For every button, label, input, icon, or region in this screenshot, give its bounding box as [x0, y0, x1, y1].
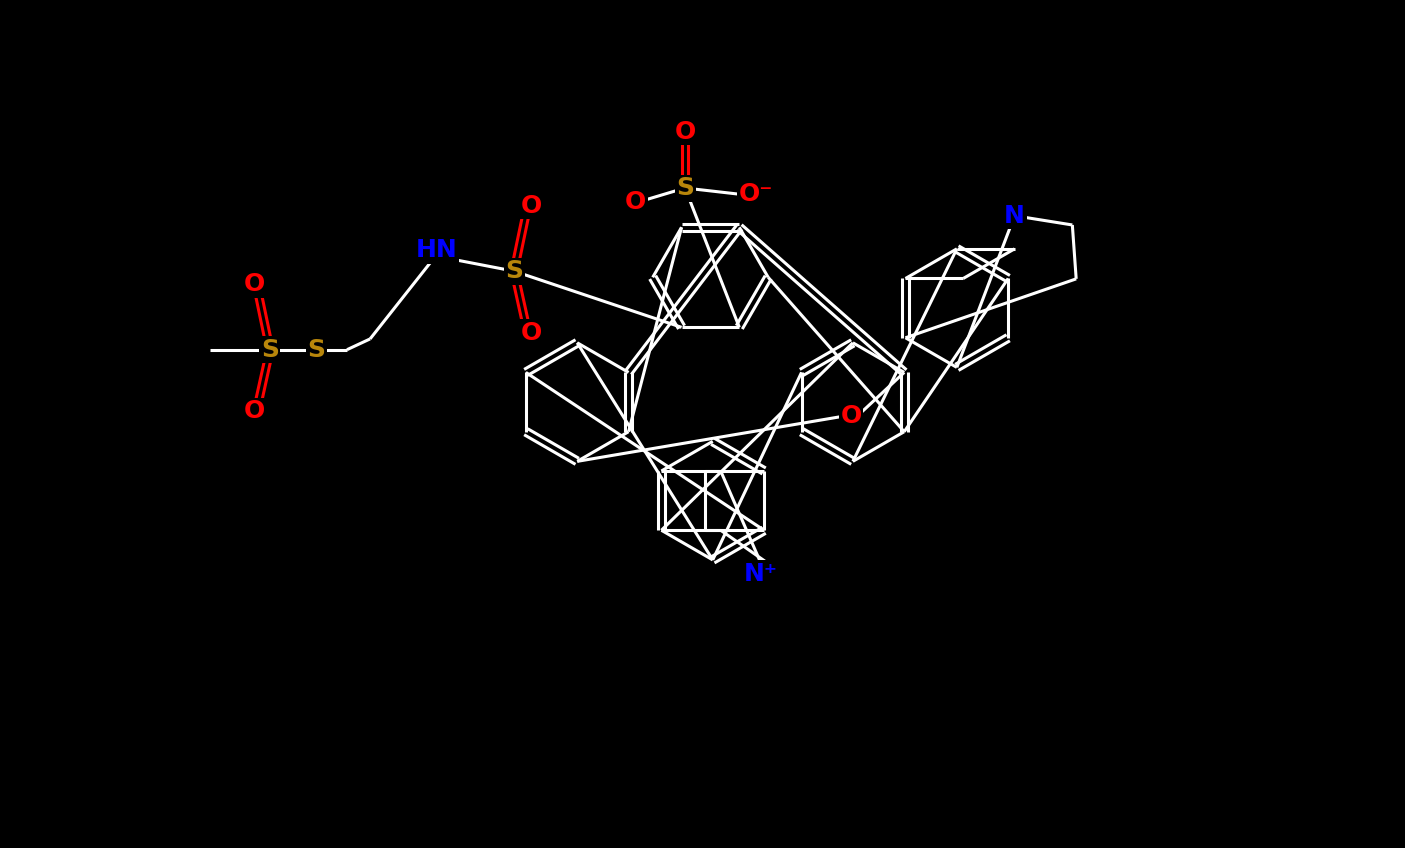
Text: N: N — [1005, 204, 1026, 228]
Text: O: O — [840, 404, 863, 428]
Text: O: O — [520, 321, 542, 345]
Text: HN: HN — [416, 238, 458, 262]
Text: S: S — [261, 338, 280, 362]
Text: O: O — [674, 120, 695, 144]
Text: S: S — [676, 176, 694, 200]
Text: O: O — [625, 190, 646, 214]
Text: S: S — [261, 338, 280, 362]
Text: O: O — [244, 399, 266, 423]
Text: O: O — [520, 321, 542, 345]
Text: O⁻: O⁻ — [739, 182, 773, 206]
Text: O: O — [520, 193, 542, 218]
Text: N: N — [1005, 204, 1026, 228]
Text: S: S — [676, 176, 694, 200]
Text: O: O — [674, 120, 695, 144]
Text: O: O — [840, 404, 863, 428]
Text: O: O — [520, 193, 542, 218]
Text: S: S — [308, 338, 325, 362]
Text: N⁺: N⁺ — [743, 561, 777, 586]
Text: N⁺: N⁺ — [743, 561, 777, 586]
Text: O: O — [244, 272, 266, 296]
Text: O: O — [244, 399, 266, 423]
Text: O⁻: O⁻ — [739, 182, 773, 206]
Text: S: S — [308, 338, 325, 362]
Text: O: O — [244, 272, 266, 296]
Text: N⁺: N⁺ — [743, 561, 777, 586]
Text: S: S — [504, 259, 523, 283]
Text: HN: HN — [416, 238, 458, 262]
Text: S: S — [504, 259, 523, 283]
